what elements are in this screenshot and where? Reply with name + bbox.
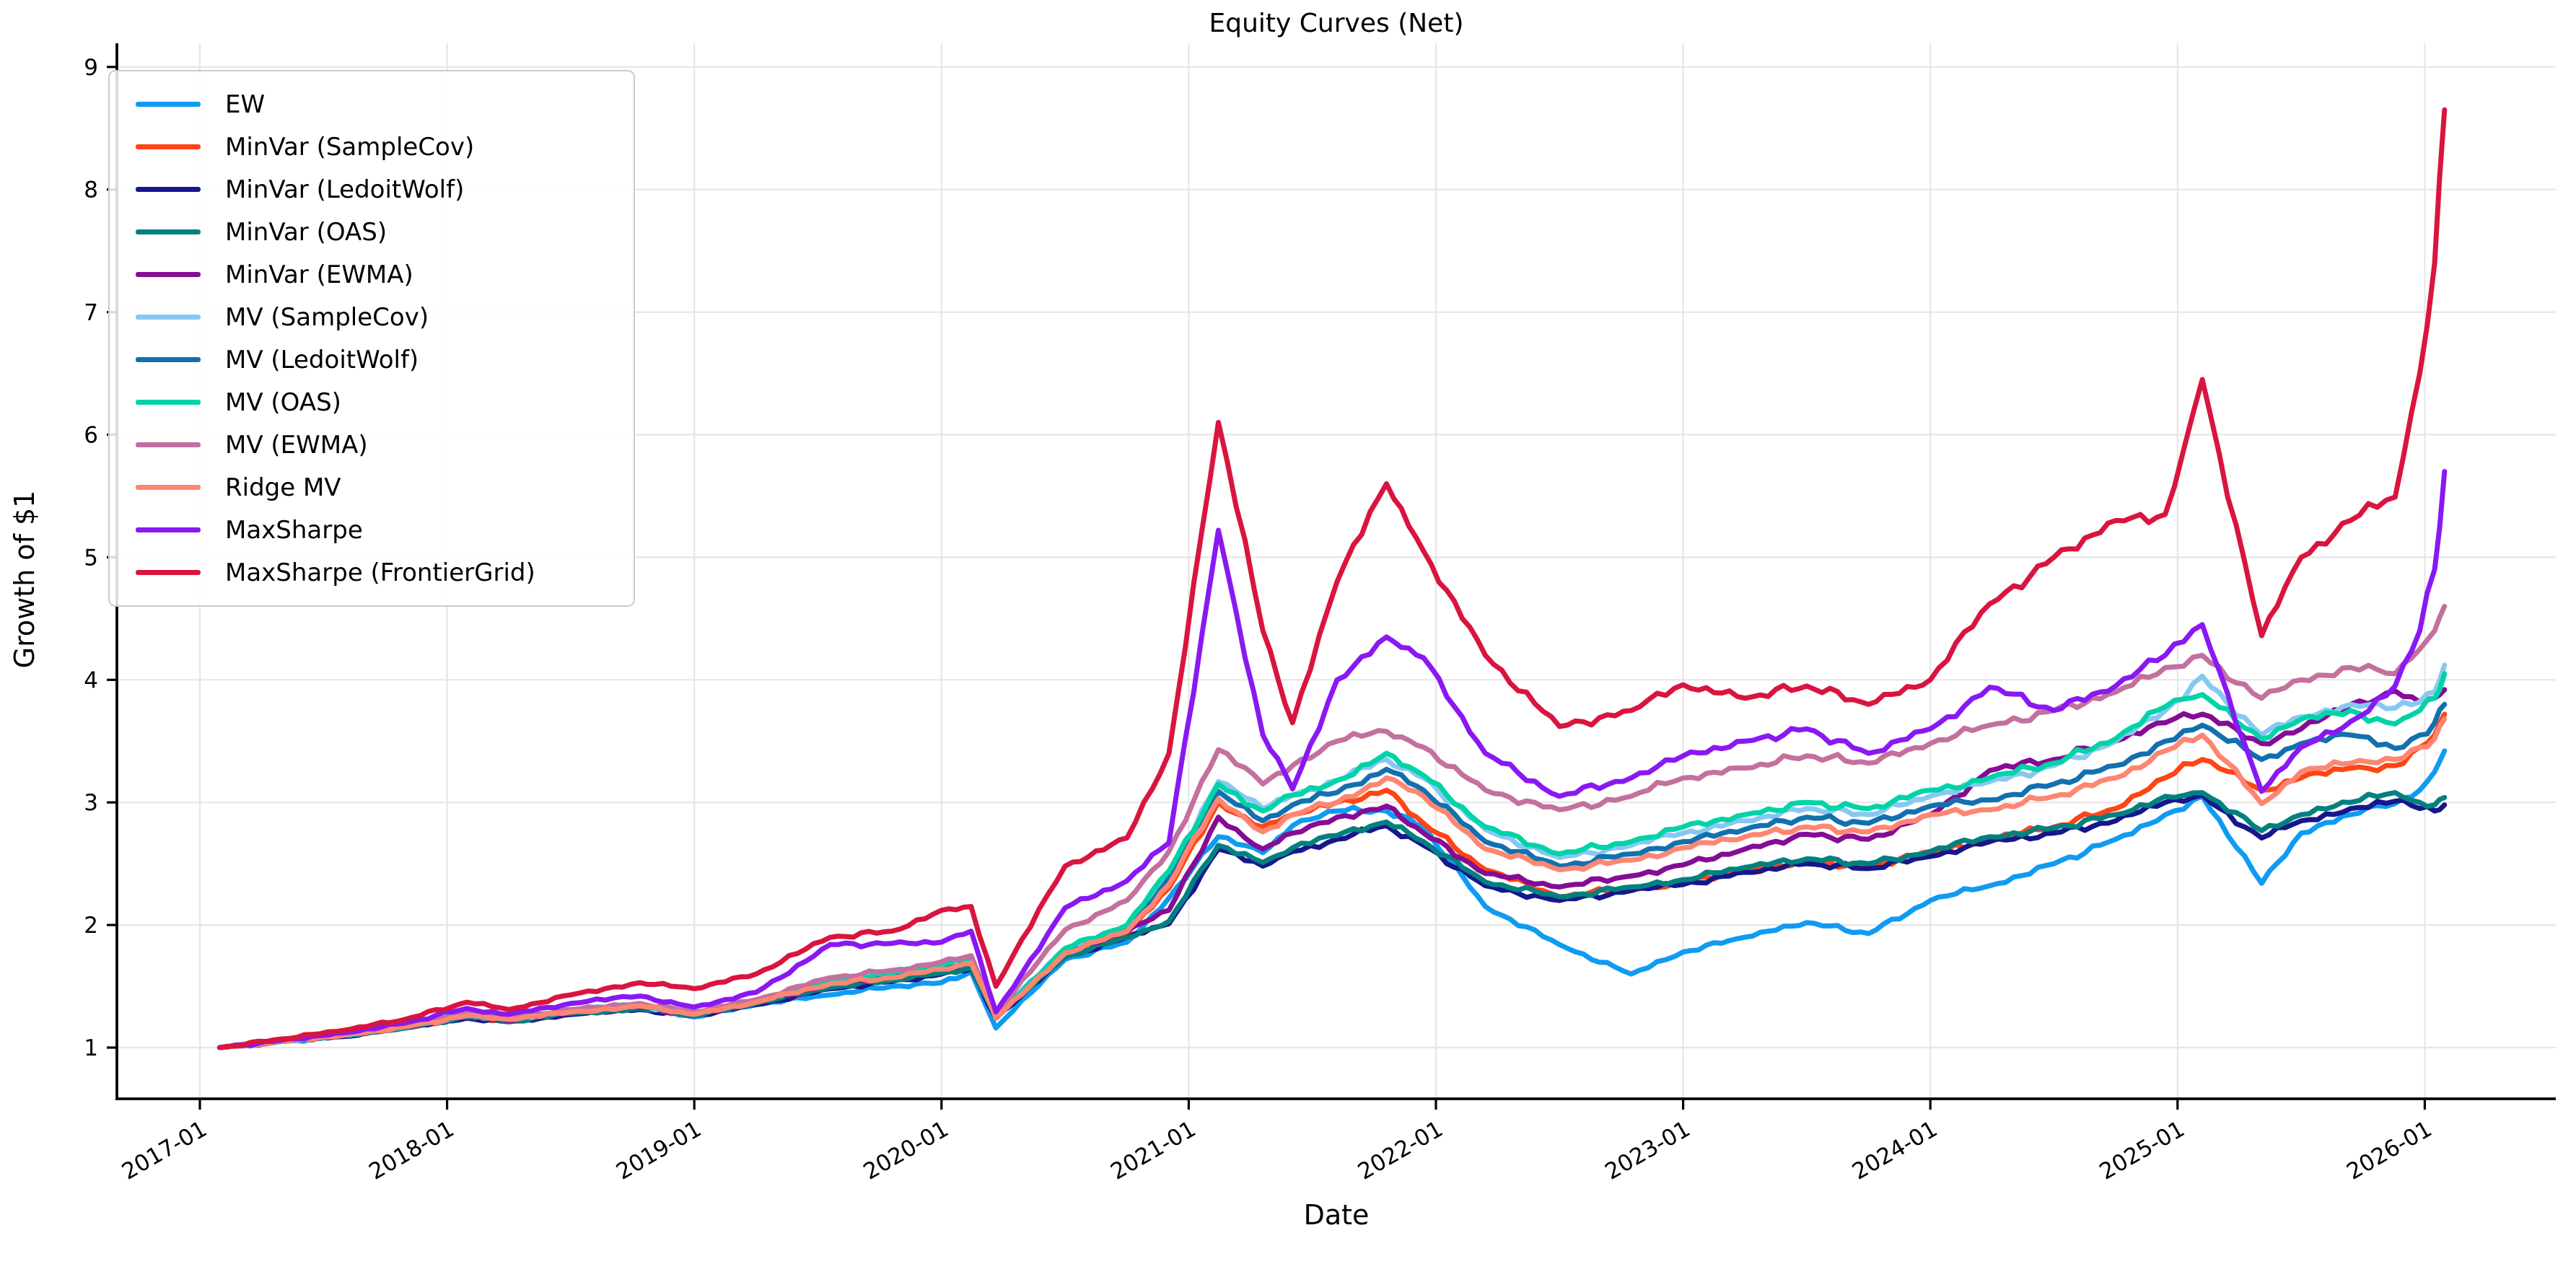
x-tick-label-2025-01: 2025-01 — [2095, 1116, 2189, 1185]
legend-label-maxsharpe-frontiergrid: MaxSharpe (FrontierGrid) — [225, 558, 535, 587]
series-line-mv-oas — [216, 671, 2448, 1050]
y-tick-label-2: 2 — [84, 913, 98, 939]
legend-swatch-minvar-ledoitwolf — [136, 187, 201, 192]
y-tick-label-6: 6 — [84, 423, 98, 449]
legend-swatch-maxsharpe-frontiergrid — [136, 570, 201, 575]
legend-item-mv-ewma: MV (EWMA) — [124, 424, 619, 466]
legend-label-mv-oas: MV (OAS) — [225, 387, 341, 417]
y-axis-label: Growth of $1 — [9, 490, 40, 669]
legend-item-mv-oas: MV (OAS) — [124, 381, 619, 424]
legend-swatch-maxsharpe — [136, 527, 201, 532]
series-line-mv-samplecov — [216, 662, 2448, 1050]
legend-item-minvar-ewma: MinVar (EWMA) — [124, 253, 619, 296]
legend-label-minvar-ewma: MinVar (EWMA) — [225, 260, 413, 289]
x-tick-label-2017-01: 2017-01 — [118, 1116, 211, 1185]
x-axis-label: Date — [1303, 1199, 1370, 1231]
legend-swatch-ridge-mv — [136, 485, 201, 490]
y-tick-label-7: 7 — [84, 300, 98, 326]
legend-swatch-minvar-ewma — [136, 272, 201, 277]
x-tick-label-2023-01: 2023-01 — [1600, 1116, 1694, 1185]
legend-label-minvar-oas: MinVar (OAS) — [225, 217, 387, 247]
legend-item-ew: EW — [124, 83, 619, 126]
legend-item-minvar-ledoitwolf: MinVar (LedoitWolf) — [124, 168, 619, 211]
legend-item-ridge-mv: Ridge MV — [124, 466, 619, 509]
legend-item-minvar-oas: MinVar (OAS) — [124, 211, 619, 253]
legend-swatch-minvar-oas — [136, 229, 201, 234]
x-tick-label-2018-01: 2018-01 — [364, 1116, 458, 1185]
y-tick-label-8: 8 — [84, 177, 98, 203]
x-tick-label-2026-01: 2026-01 — [2342, 1116, 2436, 1185]
legend-label-mv-samplecov: MV (SampleCov) — [225, 302, 429, 332]
legend-item-maxsharpe: MaxSharpe — [124, 509, 619, 551]
legend-swatch-mv-ledoitwolf — [136, 357, 201, 362]
legend-swatch-mv-oas — [136, 400, 201, 405]
legend-label-minvar-samplecov: MinVar (SampleCov) — [225, 132, 475, 162]
legend-swatch-minvar-samplecov — [136, 144, 201, 149]
chart-title: Equity Curves (Net) — [1209, 9, 1464, 38]
y-tick-label-9: 9 — [84, 55, 98, 81]
series-line-maxsharpe — [216, 469, 2448, 1050]
y-tick-label-4: 4 — [84, 667, 98, 693]
series-line-maxsharpe-frontiergrid — [216, 107, 2448, 1050]
legend-swatch-mv-ewma — [136, 442, 201, 447]
legend-item-minvar-samplecov: MinVar (SampleCov) — [124, 126, 619, 168]
legend: EW MinVar (SampleCov) MinVar (LedoitWolf) M… — [108, 70, 635, 607]
legend-item-mv-samplecov: MV (SampleCov) — [124, 296, 619, 338]
x-tick-label-2022-01: 2022-01 — [1354, 1116, 1447, 1185]
legend-label-ridge-mv: Ridge MV — [225, 473, 341, 502]
legend-swatch-mv-samplecov — [136, 315, 201, 320]
legend-label-mv-ledoitwolf: MV (LedoitWolf) — [225, 345, 419, 374]
x-tick-label-2020-01: 2020-01 — [859, 1116, 953, 1185]
legend-label-maxsharpe: MaxSharpe — [225, 515, 363, 545]
legend-label-minvar-ledoitwolf: MinVar (LedoitWolf) — [225, 175, 465, 204]
series-line-ridge-mv — [216, 716, 2448, 1050]
series-line-mv-ewma — [216, 603, 2448, 1050]
x-tick-label-2021-01: 2021-01 — [1106, 1116, 1200, 1185]
legend-label-ew: EW — [225, 89, 266, 119]
x-tick-label-2019-01: 2019-01 — [612, 1116, 706, 1185]
legend-swatch-ew — [136, 102, 201, 107]
y-tick-label-5: 5 — [84, 545, 98, 571]
legend-label-mv-ewma: MV (EWMA) — [225, 430, 368, 460]
legend-item-mv-ledoitwolf: MV (LedoitWolf) — [124, 338, 619, 381]
y-tick-label-3: 3 — [84, 790, 98, 816]
y-tick-label-1: 1 — [84, 1035, 98, 1061]
legend-item-maxsharpe-frontiergrid: MaxSharpe (FrontierGrid) — [124, 551, 619, 594]
x-tick-label-2024-01: 2024-01 — [1848, 1116, 1942, 1185]
